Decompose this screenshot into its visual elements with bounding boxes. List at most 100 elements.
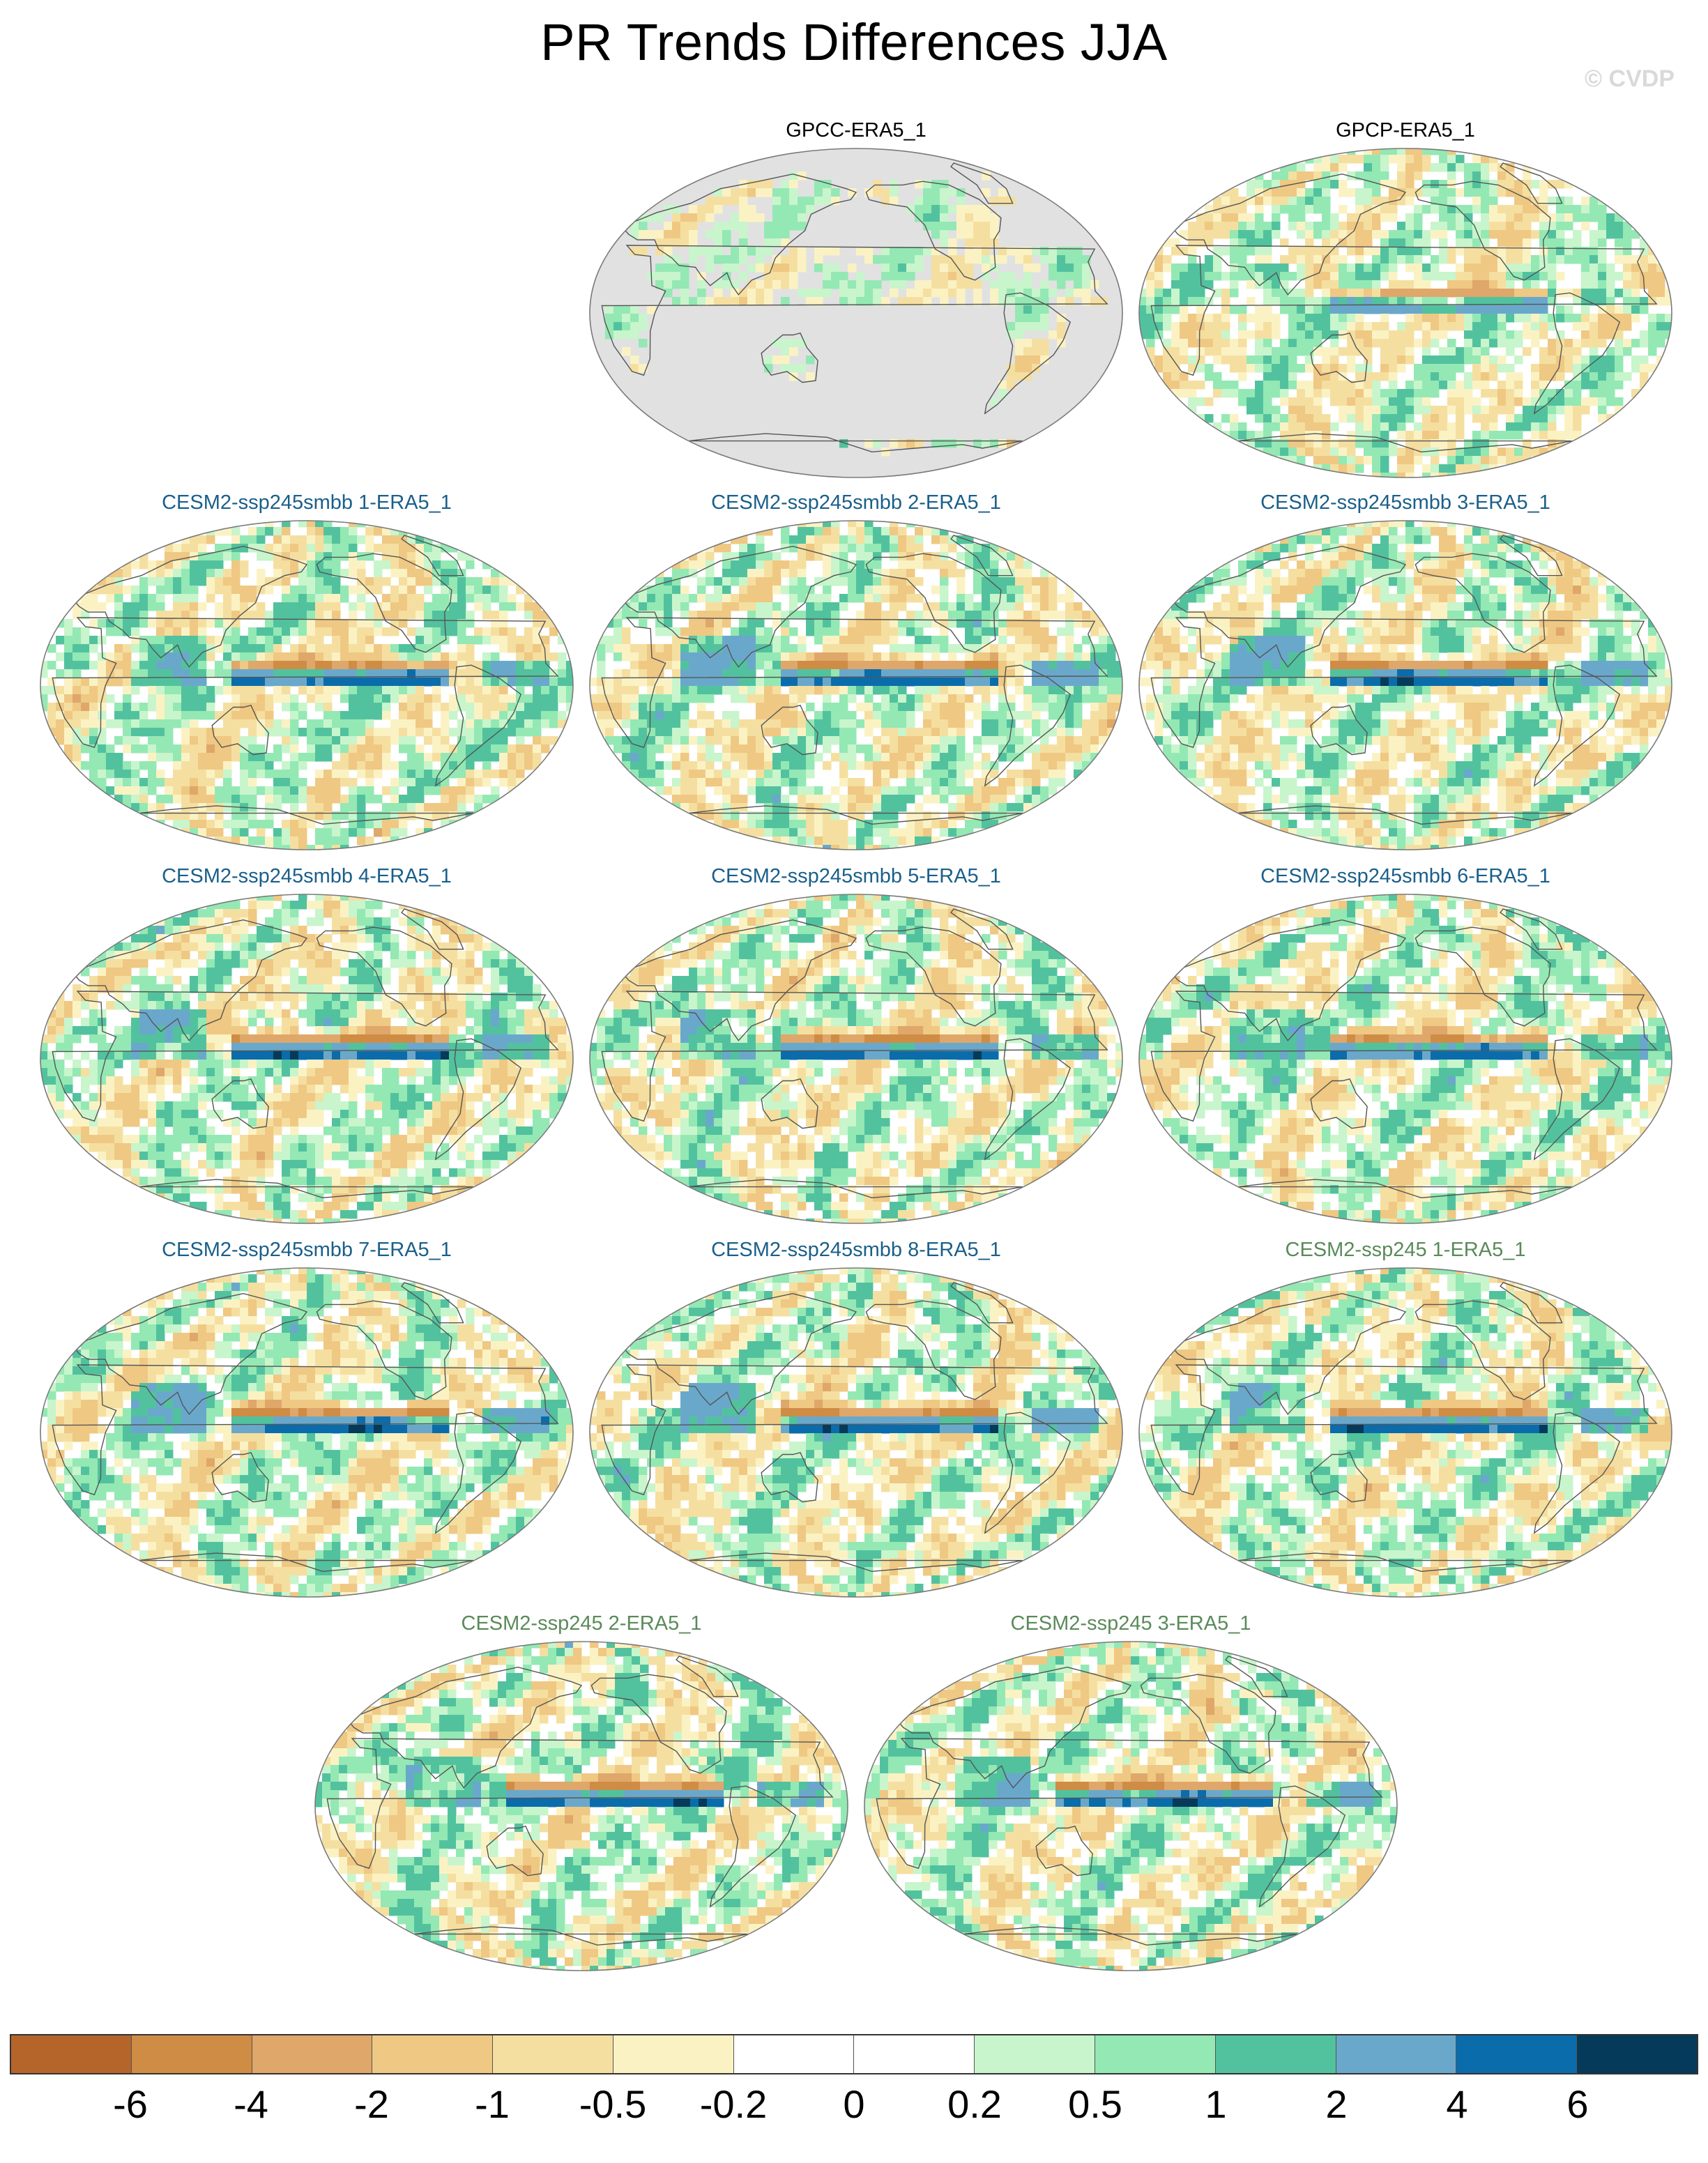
- map-panel: CESM2-ssp245smbb 2-ERA5_1: [584, 491, 1128, 860]
- colorbar-swatch: [733, 2035, 855, 2073]
- colorbar-label: 6: [1566, 2081, 1588, 2127]
- world-map: [1138, 520, 1672, 850]
- precip-field: [40, 521, 573, 850]
- world-map: [589, 148, 1123, 478]
- colorbar-swatch: [252, 2035, 373, 2073]
- panel-title: CESM2-ssp245 2-ERA5_1: [310, 1612, 853, 1635]
- colorbar-swatch: [131, 2035, 252, 2073]
- colorbar-swatch: [1095, 2035, 1216, 2073]
- map-border: [589, 148, 1123, 478]
- map-panel: CESM2-ssp245smbb 4-ERA5_1: [35, 864, 579, 1234]
- coastlines: [1150, 908, 1658, 1199]
- colorbar-swatch: [1336, 2035, 1457, 2073]
- coastlines: [326, 1656, 834, 1946]
- colorbar-swatch: [493, 2035, 613, 2073]
- precip-field: [590, 521, 1122, 850]
- page-title: PR Trends Differences JJA: [0, 13, 1708, 72]
- colorbar-label: 1: [1205, 2081, 1226, 2127]
- colorbar-label: 0.2: [947, 2081, 1002, 2127]
- colorbar-labels: -6 -4 -2 -1 -0.5 -0.2 0 0.2 0.5 1 2 4 6: [10, 2081, 1698, 2137]
- map-border: [40, 894, 574, 1224]
- coastlines: [1150, 162, 1658, 453]
- coastlines: [601, 908, 1108, 1199]
- colorbar-swatch: [1577, 2035, 1697, 2073]
- coastlines: [601, 162, 1108, 453]
- coastlines: [52, 908, 559, 1199]
- precip-field: [590, 1268, 1122, 1597]
- precip-field: [40, 1268, 573, 1597]
- world-map: [589, 520, 1123, 850]
- world-map: [40, 1267, 574, 1598]
- map-panel: CESM2-ssp245 2-ERA5_1: [310, 1612, 853, 1981]
- map-panel: GPCP-ERA5_1: [1134, 119, 1677, 488]
- map-border: [1138, 894, 1672, 1224]
- panel-title: CESM2-ssp245smbb 8-ERA5_1: [584, 1238, 1128, 1262]
- colorbar-swatch: [975, 2035, 1096, 2073]
- world-map: [864, 1641, 1398, 1971]
- panel-title: CESM2-ssp245smbb 4-ERA5_1: [35, 864, 579, 888]
- colorbar: [10, 2034, 1698, 2074]
- world-map: [589, 894, 1123, 1224]
- world-map: [1138, 148, 1672, 478]
- world-map: [1138, 894, 1672, 1224]
- coastlines: [1150, 535, 1658, 825]
- colorbar-label: -6: [113, 2081, 148, 2127]
- colorbar-label: -4: [234, 2081, 268, 2127]
- colorbar-swatch: [854, 2035, 975, 2073]
- coastlines: [876, 1656, 1383, 1946]
- precip-field: [40, 894, 573, 1223]
- colorbar-swatch: [11, 2035, 132, 2073]
- map-border: [314, 1641, 848, 1971]
- colorbar-label: -0.2: [700, 2081, 768, 2127]
- map-border: [1138, 148, 1672, 478]
- panel-title: CESM2-ssp245smbb 1-ERA5_1: [35, 491, 579, 514]
- map-border: [864, 1641, 1398, 1971]
- map-border: [40, 1267, 574, 1598]
- map-border: [40, 520, 574, 850]
- colorbar-swatch: [613, 2035, 734, 2073]
- colorbar-label: 0: [843, 2081, 864, 2127]
- colorbar-label: -0.5: [579, 2081, 647, 2127]
- precip-field: [605, 171, 1108, 457]
- colorbar-label: -2: [354, 2081, 389, 2127]
- panel-title: CESM2-ssp245smbb 2-ERA5_1: [584, 491, 1128, 514]
- map-panel: GPCC-ERA5_1: [584, 119, 1128, 488]
- colorbar-swatch: [1456, 2035, 1578, 2073]
- world-map: [40, 894, 574, 1224]
- map-panel: CESM2-ssp245smbb 3-ERA5_1: [1134, 491, 1677, 860]
- panel-title: CESM2-ssp245 1-ERA5_1: [1134, 1238, 1677, 1262]
- panel-title: CESM2-ssp245smbb 7-ERA5_1: [35, 1238, 579, 1262]
- colorbar-swatch: [1215, 2035, 1336, 2073]
- coastlines: [52, 535, 559, 825]
- map-panel: CESM2-ssp245smbb 8-ERA5_1: [584, 1238, 1128, 1607]
- world-map: [40, 520, 574, 850]
- precip-field: [590, 894, 1122, 1223]
- map-border: [589, 894, 1123, 1224]
- world-map: [1138, 1267, 1672, 1598]
- coastlines: [601, 1282, 1108, 1573]
- map-panel: CESM2-ssp245smbb 1-ERA5_1: [35, 491, 579, 860]
- colorbar-label: 4: [1446, 2081, 1467, 2127]
- panel-title: GPCP-ERA5_1: [1134, 119, 1677, 142]
- coastlines: [601, 535, 1108, 825]
- colorbar-label: -1: [475, 2081, 510, 2127]
- map-border: [589, 520, 1123, 850]
- map-border: [589, 1267, 1123, 1598]
- panel-title: CESM2-ssp245smbb 6-ERA5_1: [1134, 864, 1677, 888]
- precip-field: [864, 1642, 1397, 1971]
- map-panel: CESM2-ssp245smbb 5-ERA5_1: [584, 864, 1128, 1234]
- map-panel: CESM2-ssp245 1-ERA5_1: [1134, 1238, 1677, 1607]
- colorbar-label: 2: [1325, 2081, 1347, 2127]
- coastlines: [52, 1282, 559, 1573]
- map-panel: CESM2-ssp245smbb 7-ERA5_1: [35, 1238, 579, 1607]
- map-border: [1138, 1267, 1672, 1598]
- panel-title: GPCC-ERA5_1: [584, 119, 1128, 142]
- precip-field: [1139, 148, 1672, 477]
- watermark: © CVDP: [1585, 66, 1675, 93]
- world-map: [314, 1641, 848, 1971]
- panel-title: CESM2-ssp245smbb 3-ERA5_1: [1134, 491, 1677, 514]
- panel-title: CESM2-ssp245 3-ERA5_1: [859, 1612, 1403, 1635]
- map-panel: CESM2-ssp245smbb 6-ERA5_1: [1134, 864, 1677, 1234]
- panel-title: CESM2-ssp245smbb 5-ERA5_1: [584, 864, 1128, 888]
- world-map: [589, 1267, 1123, 1598]
